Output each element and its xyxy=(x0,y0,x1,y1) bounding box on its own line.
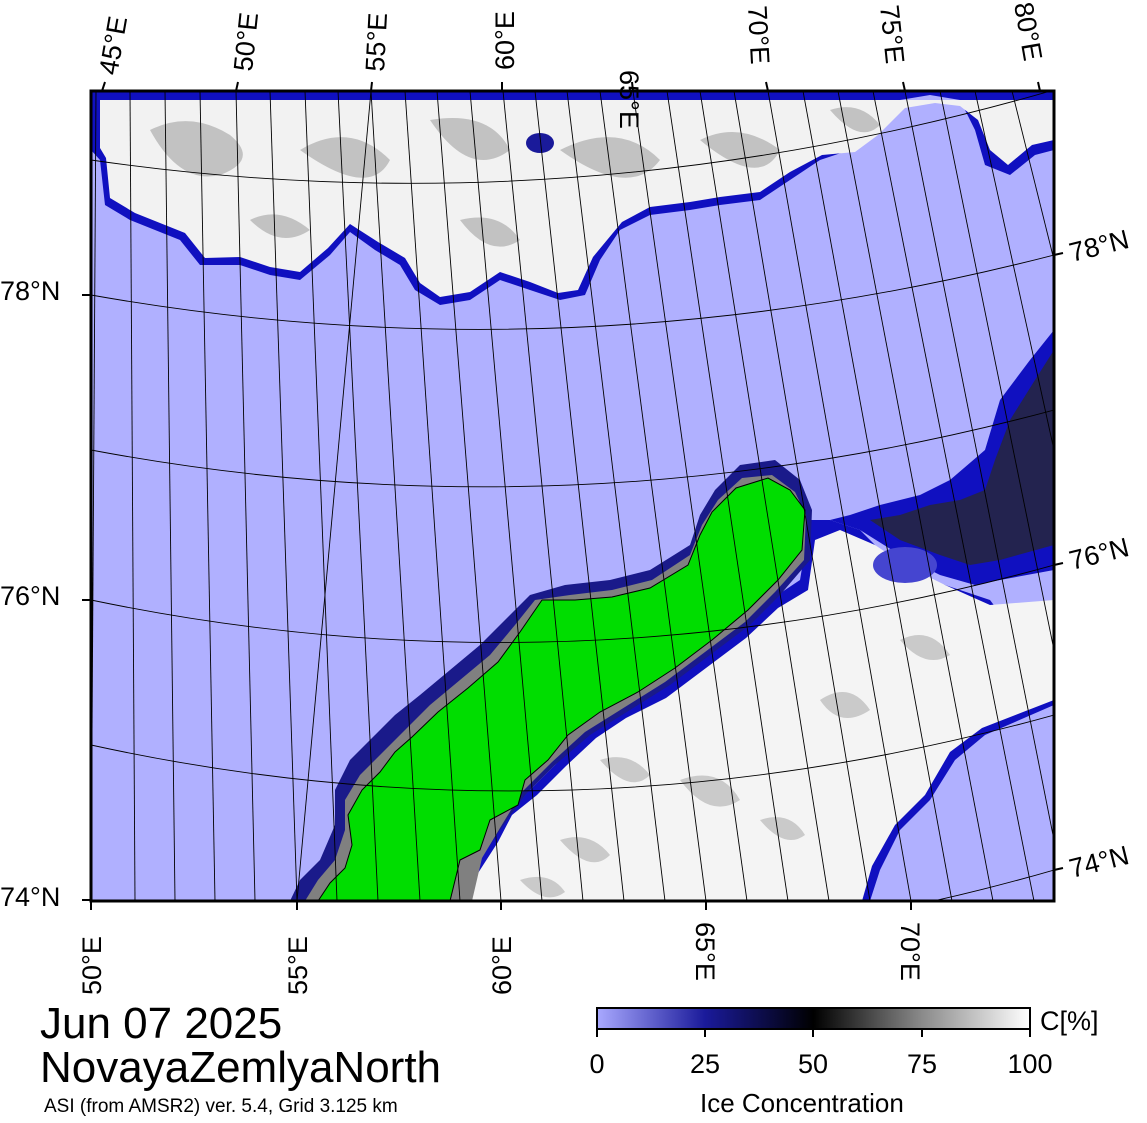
colorbar-tick: 50 xyxy=(798,1049,828,1079)
colorbar-tick: 100 xyxy=(1007,1049,1052,1079)
lon-label-top: 70°E xyxy=(742,5,775,65)
frame-ticks xyxy=(82,81,1064,910)
lon-label-bottom: 60°E xyxy=(487,936,517,995)
lon-label-top: 60°E xyxy=(490,11,520,70)
colorbar-unit: C[%] xyxy=(1040,1006,1099,1036)
lon-label-top: 50°E xyxy=(228,11,264,73)
map-frame xyxy=(89,89,1056,903)
colorbar: 0 25 50 75 100 C[%] xyxy=(589,1006,1098,1079)
lat-label-left: 74°N xyxy=(0,882,60,912)
lon-label-bottom: 55°E xyxy=(283,936,313,995)
kara-sea-ice-dark xyxy=(870,350,1054,565)
map-area xyxy=(91,91,1054,901)
novaya-zemlya-land xyxy=(317,477,806,901)
lon-label-top: 80°E xyxy=(1008,0,1048,63)
kara-sea-ice-texture xyxy=(520,635,950,898)
kara-polynya xyxy=(873,547,937,583)
lon-label-bottom: 65°E xyxy=(690,922,720,981)
northern-ice-texture xyxy=(150,107,880,247)
graticule xyxy=(91,91,1054,901)
lat-label-right: 76°N xyxy=(1066,532,1132,576)
source-label: ASI (from AMSR2) ver. 5.4, Grid 3.125 km xyxy=(44,1096,398,1117)
lon-label-top: 55°E xyxy=(360,12,393,72)
lon-label-top: 45°E xyxy=(93,14,133,77)
colorbar-tick: 0 xyxy=(589,1049,604,1079)
colorbar-tick: 75 xyxy=(907,1049,937,1079)
kara-sea-ice xyxy=(460,530,1054,901)
lon-label-top: 65°E xyxy=(614,70,644,129)
right-lat-labels: 78°N 76°N 74°N xyxy=(1066,224,1132,884)
lat-label-right: 74°N xyxy=(1066,840,1132,884)
lat-label-right: 78°N xyxy=(1066,224,1132,268)
lon-label-bottom: 70°E xyxy=(895,922,925,981)
lat-label-left: 76°N xyxy=(0,581,60,611)
colorbar-gradient xyxy=(596,1007,1031,1030)
lon-label-bottom: 50°E xyxy=(77,936,107,995)
lat-label-left: 78°N xyxy=(0,276,60,306)
bottom-lon-labels: 50°E 55°E 60°E 65°E 70°E xyxy=(77,922,925,995)
region-label: NovayaZemlyaNorth xyxy=(40,1043,442,1092)
colorbar-tick: 25 xyxy=(690,1049,720,1079)
colorbar-title: Ice Concentration xyxy=(700,1088,904,1118)
date-label: Jun 07 2025 xyxy=(40,999,283,1048)
polynya xyxy=(526,133,554,153)
lon-label-top: 75°E xyxy=(874,3,910,65)
top-lon-labels: 45°E 50°E 55°E 60°E 65°E 70°E 75°E 80°E xyxy=(93,0,1047,129)
left-lat-labels: 78°N 76°N 74°N xyxy=(0,276,60,912)
